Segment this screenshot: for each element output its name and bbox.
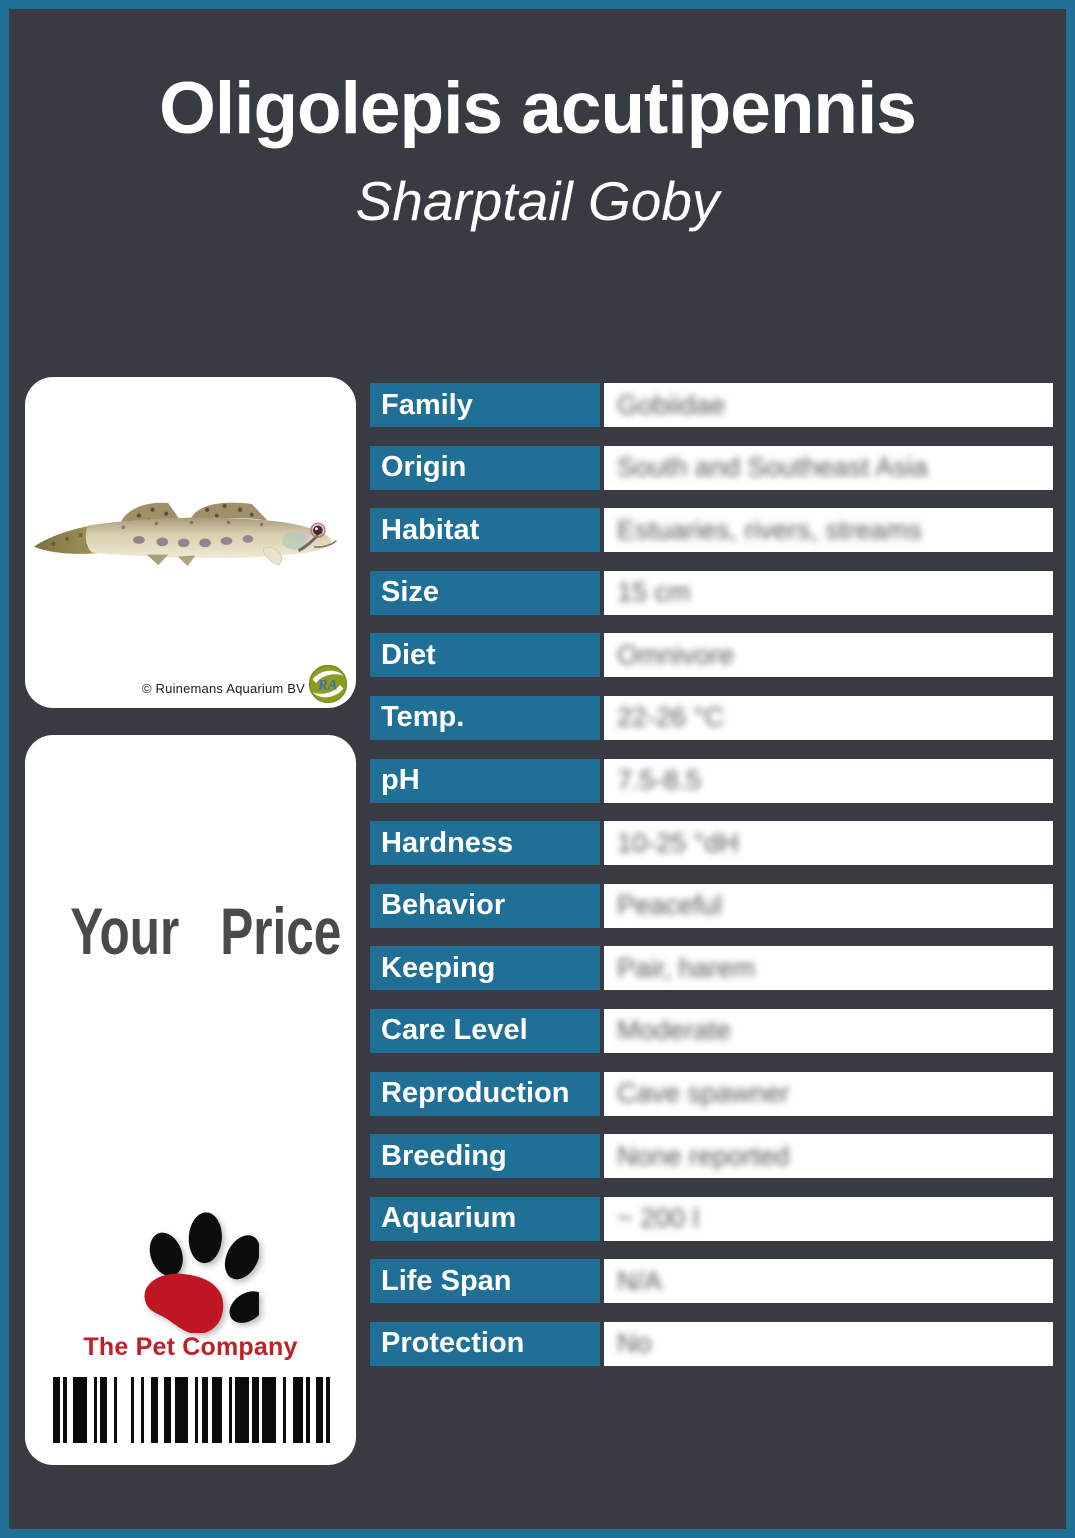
- photo-credit: © Ruinemans Aquarium BV RA: [142, 664, 348, 704]
- ra-aquarium-logo-icon: RA: [308, 664, 348, 704]
- row-label: pH: [370, 758, 600, 803]
- page-subtitle: Sharptail Goby: [355, 169, 720, 232]
- row-label: Care Level: [370, 1008, 600, 1053]
- table-row: Reproduction Cave spawner: [370, 1071, 1053, 1116]
- table-row: Behavior Peaceful: [370, 883, 1053, 928]
- row-label: Behavior: [370, 883, 600, 928]
- row-label: Habitat: [370, 508, 600, 553]
- price-placeholder: Your Price: [70, 894, 342, 968]
- row-value: Peaceful: [604, 883, 1053, 928]
- row-label: Life Span: [370, 1259, 600, 1304]
- row-value: Gobiidae: [604, 383, 1053, 427]
- table-row: Family Gobiidae: [370, 383, 1053, 427]
- row-value: Cave spawner: [604, 1071, 1053, 1116]
- table-row: Life Span N/A: [370, 1259, 1053, 1304]
- fish-photo: [33, 502, 337, 567]
- header: Oligolepis acutipennis Sharptail Goby: [9, 67, 1066, 231]
- row-label: Aquarium: [370, 1196, 600, 1241]
- row-label: Reproduction: [370, 1071, 600, 1116]
- table-row: Diet Omnivore: [370, 633, 1053, 678]
- row-value: Pair, harem: [604, 946, 1053, 991]
- row-label: Diet: [370, 633, 600, 678]
- table-row: pH 7.5-8.5: [370, 758, 1053, 803]
- row-value: 7.5-8.5: [604, 758, 1053, 803]
- row-value: Moderate: [604, 1008, 1053, 1053]
- row-label: Hardness: [370, 821, 600, 866]
- row-value: 15 cm: [604, 570, 1053, 615]
- row-value: Estuaries, rivers, streams: [604, 508, 1053, 553]
- row-value: N/A: [604, 1259, 1053, 1304]
- fish-photo-card: © Ruinemans Aquarium BV RA: [25, 377, 356, 708]
- table-row: Habitat Estuaries, rivers, streams: [370, 508, 1053, 553]
- row-label: Family: [370, 383, 600, 427]
- table-row: Keeping Pair, harem: [370, 946, 1053, 991]
- row-label: Protection: [370, 1321, 600, 1366]
- row-label: Breeding: [370, 1134, 600, 1179]
- paw-icon: [144, 1212, 259, 1333]
- row-label: Temp.: [370, 695, 600, 740]
- row-value: ~ 200 l: [604, 1196, 1053, 1241]
- table-row: Size 15 cm: [370, 570, 1053, 615]
- table-row: Protection No: [370, 1321, 1053, 1366]
- row-value: 22-26 °C: [604, 695, 1053, 740]
- row-value: South and Southeast Asia: [604, 445, 1053, 490]
- row-value: None reported: [604, 1134, 1053, 1179]
- row-label: Keeping: [370, 946, 600, 991]
- company-name: The Pet Company: [83, 1333, 298, 1361]
- table-row: Breeding None reported: [370, 1134, 1053, 1179]
- barcode: [53, 1377, 330, 1443]
- price-card: Your Price The Pet Company: [25, 735, 356, 1465]
- table-row: Hardness 10-25 °dH: [370, 821, 1053, 866]
- table-row: Temp. 22-26 °C: [370, 695, 1053, 740]
- row-label: Origin: [370, 445, 600, 490]
- row-value: No: [604, 1321, 1053, 1366]
- table-row: Origin South and Southeast Asia: [370, 445, 1053, 490]
- row-label: Size: [370, 570, 600, 615]
- page-title: Oligolepis acutipennis: [159, 68, 917, 149]
- svg-text:RA: RA: [317, 677, 338, 693]
- row-value: 10-25 °dH: [604, 821, 1053, 866]
- table-row: Care Level Moderate: [370, 1008, 1053, 1053]
- photo-credit-text: © Ruinemans Aquarium BV: [141, 681, 305, 696]
- row-value: Omnivore: [604, 633, 1053, 678]
- info-table: Family Gobiidae Origin South and Southea…: [370, 383, 1053, 1366]
- table-row: Aquarium ~ 200 l: [370, 1196, 1053, 1241]
